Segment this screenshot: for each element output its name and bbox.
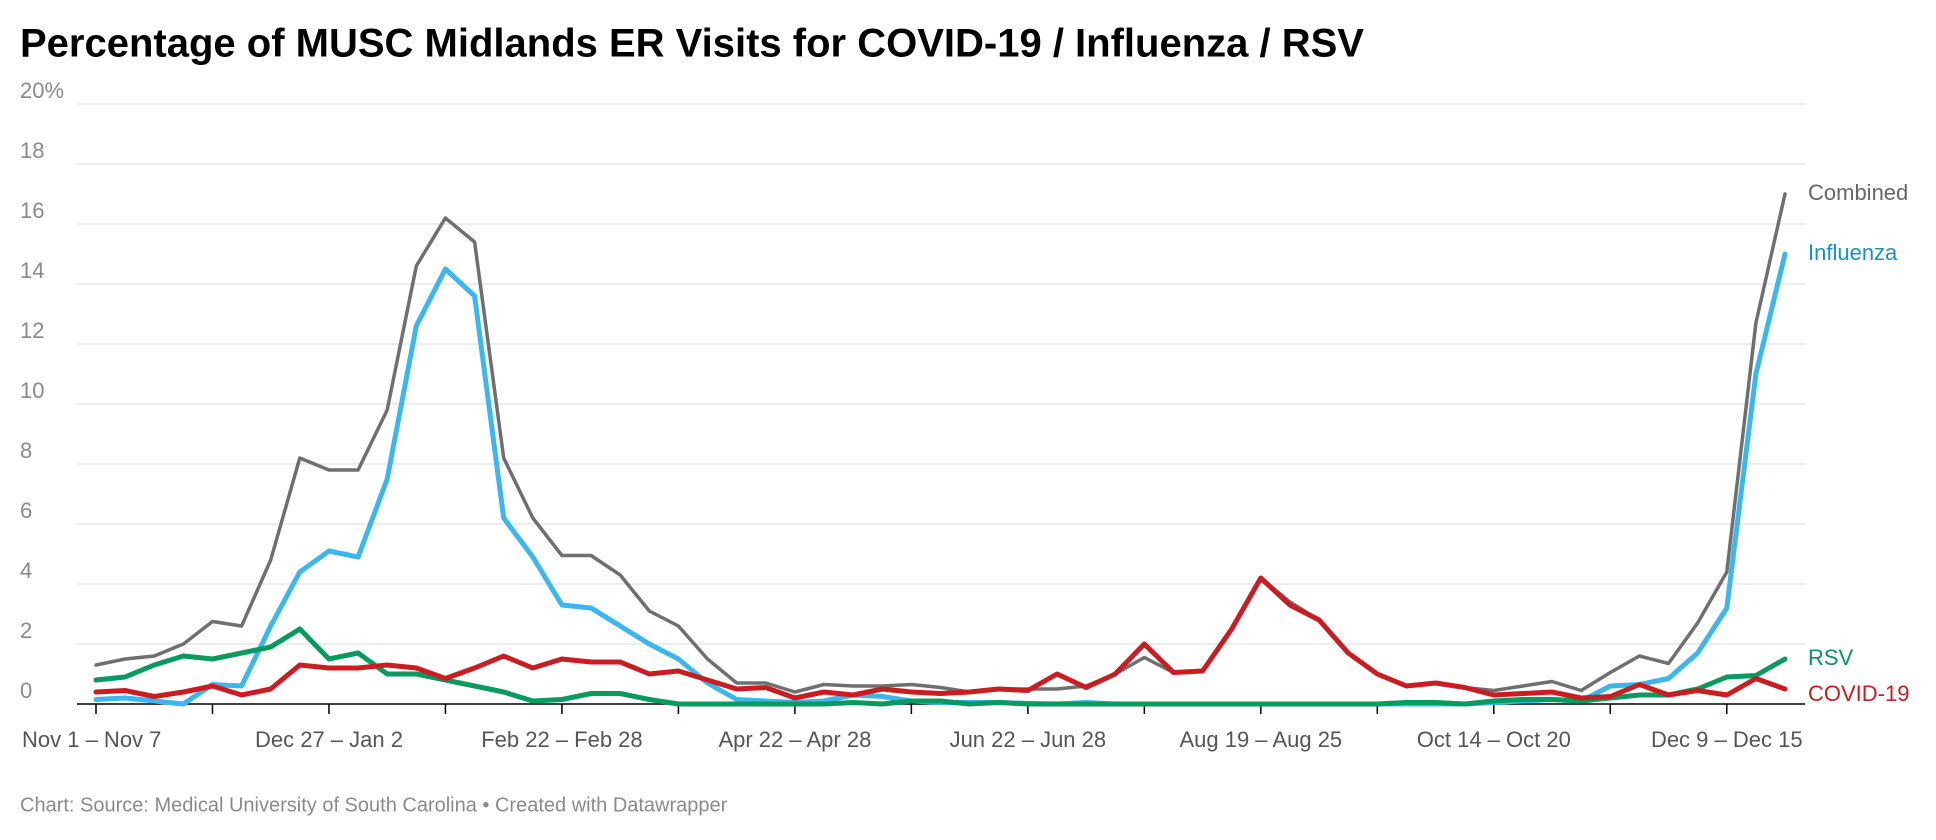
x-tick-label: Nov 1 – Nov 7 bbox=[22, 727, 161, 752]
y-tick-label: 20% bbox=[20, 78, 64, 103]
x-tick-label: Jun 22 – Jun 28 bbox=[950, 727, 1107, 752]
x-tick-label: Oct 14 – Oct 20 bbox=[1417, 727, 1571, 752]
series-line bbox=[93, 251, 1788, 707]
x-tick-label: Apr 22 – Apr 28 bbox=[718, 727, 871, 752]
y-tick-label: 18 bbox=[20, 138, 44, 163]
y-tick-label: 6 bbox=[20, 498, 32, 523]
x-tick-label: Feb 22 – Feb 28 bbox=[481, 727, 642, 752]
series-label: Influenza bbox=[1808, 240, 1898, 265]
y-tick-label: 10 bbox=[20, 378, 44, 403]
y-tick-label: 4 bbox=[20, 558, 32, 583]
y-tick-label: 12 bbox=[20, 318, 44, 343]
series-label: COVID-19 bbox=[1808, 681, 1909, 706]
chart-source: Chart: Source: Medical University of Sou… bbox=[20, 794, 728, 816]
y-tick-label: 8 bbox=[20, 438, 32, 463]
x-tick-label: Dec 9 – Dec 15 bbox=[1651, 727, 1803, 752]
series-label: RSV bbox=[1808, 645, 1854, 670]
y-tick-label: 0 bbox=[20, 678, 32, 703]
series-line bbox=[94, 192, 1787, 694]
y-tick-label: 2 bbox=[20, 618, 32, 643]
x-tick-label: Aug 19 – Aug 25 bbox=[1179, 727, 1342, 752]
chart-title: Percentage of MUSC Midlands ER Visits fo… bbox=[20, 22, 1364, 66]
y-tick-label: 14 bbox=[20, 258, 44, 283]
x-tick-label: Dec 27 – Jan 2 bbox=[255, 727, 403, 752]
series-label: Combined bbox=[1808, 180, 1908, 205]
series-line bbox=[93, 575, 1788, 701]
y-tick-label: 16 bbox=[20, 198, 44, 223]
